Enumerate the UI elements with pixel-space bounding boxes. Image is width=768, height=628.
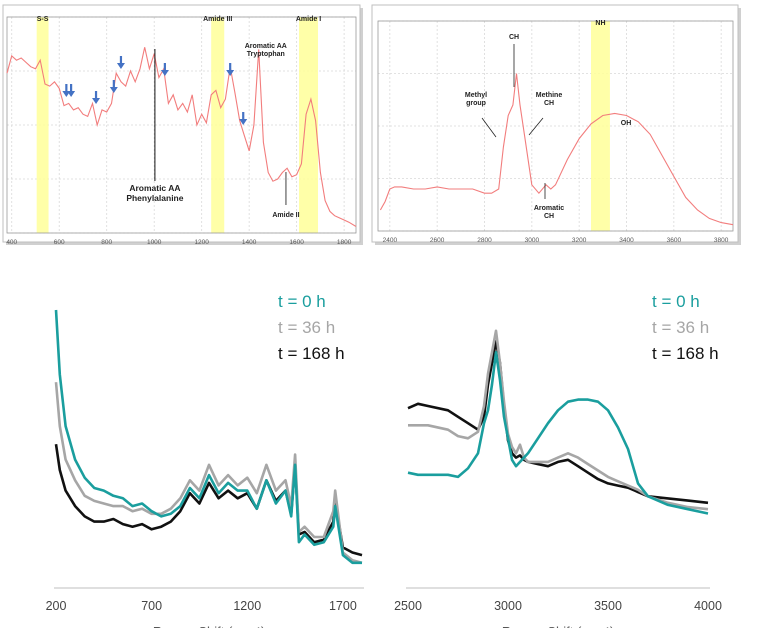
x-tick-label: 3500 bbox=[594, 599, 622, 613]
legend-entry: t = 168 h bbox=[652, 344, 719, 363]
spectrum-panel-high-wavenumber: 2400 2600 2800 3000 3200 3400 3600 3800 NH Methyl… bbox=[371, 4, 741, 245]
down-arrow-marker bbox=[226, 63, 235, 76]
annotation-amide-ii: Amide II bbox=[272, 212, 299, 219]
plot-area-border bbox=[377, 20, 734, 232]
x-tick-label: 2400 bbox=[383, 237, 398, 244]
methine-pointer bbox=[528, 117, 544, 136]
highlight-band bbox=[591, 21, 610, 231]
highlight-band bbox=[211, 17, 225, 233]
x-tick-label: 3600 bbox=[667, 237, 682, 244]
x-tick-label: 600 bbox=[54, 239, 65, 246]
x-tick-label: 2600 bbox=[430, 237, 445, 244]
x-tick-label: 1600 bbox=[289, 239, 304, 246]
x-tick-label: 3000 bbox=[494, 599, 522, 613]
annotation-oh: OH bbox=[621, 120, 632, 127]
x-tick-label: 700 bbox=[141, 599, 162, 613]
x-tick-label: 1200 bbox=[194, 239, 209, 246]
chart-fingerprint: 400 600 800 1000 1200 1400 1600 1800 S-S Amide II… bbox=[2, 4, 363, 246]
highlight-band bbox=[299, 17, 319, 233]
chart-high-wavenumber: 2400 2600 2800 3000 3200 3400 3600 3800 NH Methyl… bbox=[371, 4, 741, 245]
spectrum-line bbox=[6, 47, 357, 227]
series-line bbox=[54, 382, 363, 565]
x-tick-label: 2500 bbox=[394, 599, 422, 613]
down-arrow-marker bbox=[116, 56, 125, 69]
time-series-panel-fingerprint: 200 700 1200 1700 Raman Shift (cm⁻¹) t = 0 h t… bbox=[0, 280, 375, 628]
spectrum-line bbox=[379, 73, 734, 226]
x-axis-label: Raman Shift (cm⁻¹) bbox=[502, 624, 614, 628]
band-label: NH bbox=[595, 20, 605, 27]
x-tick-label: 1400 bbox=[242, 239, 257, 246]
x-tick-label: 3200 bbox=[572, 237, 587, 244]
highlight-band bbox=[36, 17, 49, 233]
band-label: Amide I bbox=[296, 16, 321, 23]
band-label: Amide III bbox=[203, 16, 232, 23]
series-line bbox=[407, 340, 709, 505]
x-tick-label: 1800 bbox=[337, 239, 352, 246]
down-arrow-marker bbox=[92, 91, 101, 104]
down-arrow-marker bbox=[160, 63, 169, 76]
annotation-ch: CH bbox=[509, 34, 519, 41]
x-tick-label: 4000 bbox=[694, 599, 722, 613]
legend-entry: t = 36 h bbox=[278, 318, 335, 337]
annotation-methine-ch: Methine CH bbox=[536, 92, 563, 107]
series-line bbox=[54, 309, 362, 565]
x-tick-label: 1000 bbox=[147, 239, 162, 246]
chart-time-high-wavenumber: 2500 3000 3500 4000 Raman Shift (cm⁻¹) t = 0 … bbox=[394, 292, 722, 628]
band-label: S-S bbox=[37, 16, 49, 23]
x-tick-label: 800 bbox=[101, 239, 112, 246]
series-line bbox=[408, 329, 709, 511]
x-tick-label: 3400 bbox=[619, 237, 634, 244]
time-series-panel-high-wavenumber: 2500 3000 3500 4000 Raman Shift (cm⁻¹) t = 0 … bbox=[380, 280, 768, 628]
annotation-phenylalanine: Aromatic AA Phenylalanine bbox=[126, 183, 183, 203]
x-tick-label: 2800 bbox=[477, 237, 492, 244]
x-tick-label: 200 bbox=[46, 599, 67, 613]
x-tick-label: 3000 bbox=[525, 237, 540, 244]
annotation-tryptophan: Aromatic AA Tryptophan bbox=[245, 43, 287, 58]
legend-entry: t = 168 h bbox=[278, 344, 345, 363]
x-tick-label: 400 bbox=[6, 239, 17, 246]
series-line bbox=[407, 351, 709, 515]
series-line bbox=[54, 444, 363, 557]
down-arrow-marker bbox=[239, 112, 248, 125]
legend-entry: t = 36 h bbox=[652, 318, 709, 337]
legend-entry: t = 0 h bbox=[652, 292, 700, 311]
methyl-pointer bbox=[481, 117, 497, 138]
chart-time-fingerprint: 200 700 1200 1700 Raman Shift (cm⁻¹) t = 0 h t… bbox=[46, 292, 364, 628]
plot-area-border bbox=[6, 16, 357, 234]
legend-entry: t = 0 h bbox=[278, 292, 326, 311]
down-arrow-marker bbox=[109, 80, 118, 93]
annotation-aromatic-ch: Aromatic CH bbox=[534, 205, 564, 220]
annotation-methyl-group: Methyl group bbox=[465, 92, 487, 107]
x-tick-label: 1200 bbox=[233, 599, 261, 613]
x-tick-label: 3800 bbox=[714, 237, 729, 244]
spectrum-panel-fingerprint: 400 600 800 1000 1200 1400 1600 1800 S-S Amide II… bbox=[2, 4, 363, 246]
panel-frame bbox=[371, 4, 739, 243]
x-tick-label: 1700 bbox=[329, 599, 357, 613]
down-arrow-marker bbox=[67, 84, 76, 97]
gridlines bbox=[7, 16, 356, 234]
x-axis-label: Raman Shift (cm⁻¹) bbox=[153, 624, 265, 628]
